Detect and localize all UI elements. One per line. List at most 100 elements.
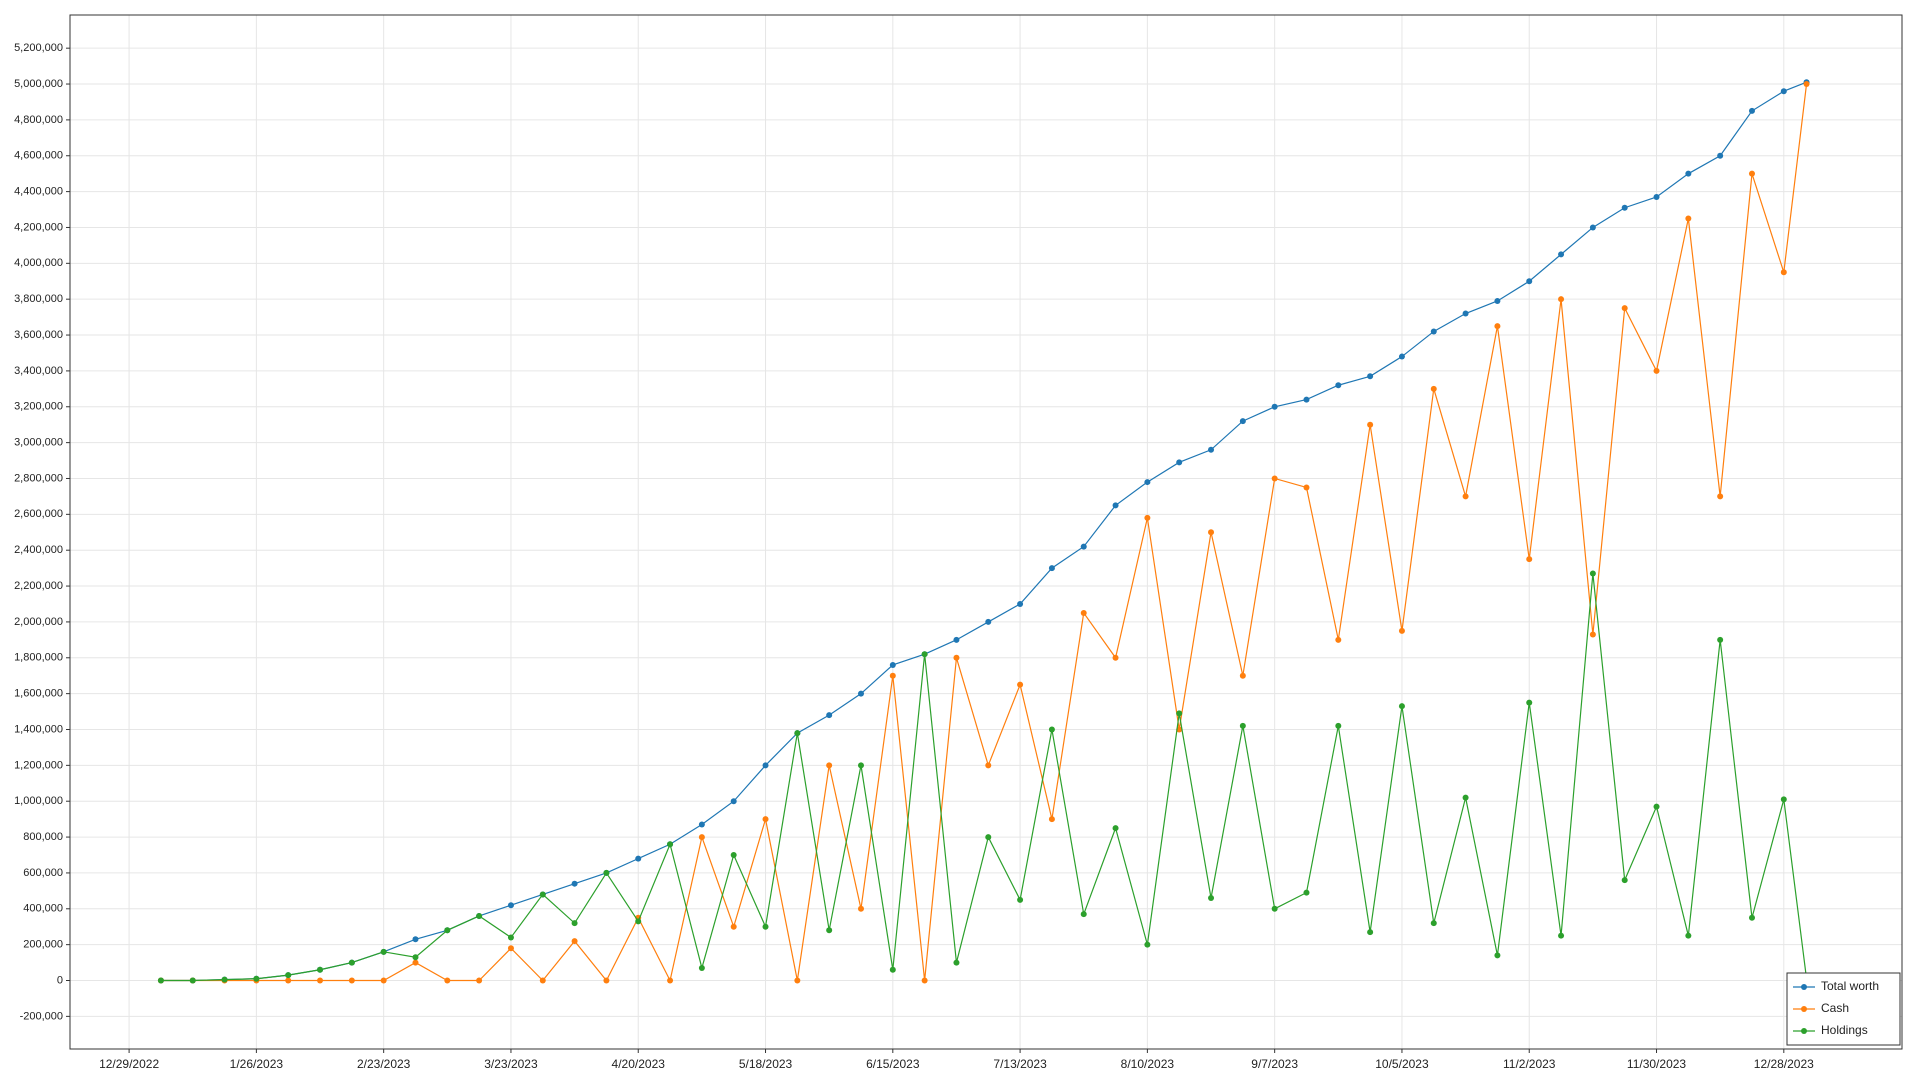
point — [1589, 570, 1596, 577]
point — [857, 905, 864, 912]
point — [794, 730, 801, 737]
point — [762, 762, 769, 769]
point — [1080, 609, 1087, 616]
point — [412, 936, 419, 943]
point — [1112, 502, 1119, 509]
point — [1780, 796, 1787, 803]
point — [189, 977, 196, 984]
point — [1717, 152, 1724, 159]
y-tick-label: 5,000,000 — [14, 78, 63, 90]
y-tick-label: 1,400,000 — [14, 723, 63, 735]
point — [1717, 493, 1724, 500]
point — [507, 945, 514, 952]
point — [889, 661, 896, 668]
y-tick-label: 4,000,000 — [14, 257, 63, 269]
point — [348, 977, 355, 984]
point — [698, 834, 705, 841]
point — [571, 920, 578, 927]
point — [1017, 896, 1024, 903]
point — [317, 977, 324, 984]
point — [857, 690, 864, 697]
point — [826, 762, 833, 769]
x-tick-label: 11/30/2023 — [1627, 1057, 1686, 1071]
point — [1462, 493, 1469, 500]
point — [1239, 418, 1246, 425]
point — [889, 966, 896, 973]
point — [1621, 204, 1628, 211]
point — [730, 798, 737, 805]
y-tick-label: 200,000 — [23, 939, 63, 951]
point — [1526, 556, 1533, 563]
point — [1080, 543, 1087, 550]
point — [221, 976, 228, 983]
point — [1303, 484, 1310, 491]
point — [826, 712, 833, 719]
point — [1462, 310, 1469, 317]
point — [1080, 911, 1087, 918]
point — [1748, 170, 1755, 177]
point — [1558, 296, 1565, 303]
point — [348, 959, 355, 966]
point — [953, 959, 960, 966]
x-tick-label: 11/2/2023 — [1503, 1057, 1556, 1071]
y-tick-label: 1,800,000 — [14, 652, 63, 664]
point — [1653, 193, 1660, 200]
point — [1653, 367, 1660, 374]
point — [1621, 877, 1628, 884]
point — [571, 938, 578, 945]
point — [157, 977, 164, 984]
y-tick-label: 600,000 — [23, 867, 63, 879]
y-tick-label: 1,200,000 — [14, 759, 63, 771]
point — [1017, 681, 1024, 688]
point — [571, 880, 578, 887]
y-tick-label: 3,000,000 — [14, 437, 63, 449]
point — [762, 816, 769, 823]
point — [476, 912, 483, 919]
point — [507, 934, 514, 941]
y-tick-label: 3,800,000 — [14, 293, 63, 305]
point — [1748, 107, 1755, 114]
point — [1462, 794, 1469, 801]
y-tick-label: 400,000 — [23, 903, 63, 915]
point — [1367, 373, 1374, 380]
x-tick-label: 9/7/2023 — [1251, 1057, 1298, 1071]
legend-marker — [1801, 984, 1807, 990]
point — [762, 923, 769, 930]
point — [730, 923, 737, 930]
x-tick-label: 3/23/2023 — [484, 1057, 538, 1071]
point — [1017, 600, 1024, 607]
legend-label: Total worth — [1821, 979, 1879, 993]
point — [1112, 654, 1119, 661]
point — [1685, 932, 1692, 939]
point — [1685, 215, 1692, 222]
point — [1335, 636, 1342, 643]
x-tick-label: 4/20/2023 — [612, 1057, 666, 1071]
point — [380, 948, 387, 955]
x-tick-label: 10/5/2023 — [1375, 1057, 1429, 1071]
point — [1048, 816, 1055, 823]
point — [412, 959, 419, 966]
point — [1558, 932, 1565, 939]
point — [1208, 895, 1215, 902]
point — [1398, 703, 1405, 710]
point — [285, 972, 292, 979]
point — [635, 918, 642, 925]
point — [667, 841, 674, 848]
point — [1208, 446, 1215, 453]
legend-marker — [1801, 1006, 1807, 1012]
point — [444, 927, 451, 934]
y-tick-label: 4,800,000 — [14, 114, 63, 126]
y-tick-label: 3,200,000 — [14, 401, 63, 413]
point — [1271, 905, 1278, 912]
point — [444, 977, 451, 984]
legend-label: Holdings — [1821, 1023, 1868, 1037]
point — [1653, 803, 1660, 810]
point — [1589, 224, 1596, 231]
y-tick-label: 2,200,000 — [14, 580, 63, 592]
point — [1558, 251, 1565, 258]
point — [1144, 941, 1151, 948]
point — [1430, 328, 1437, 335]
point — [1048, 726, 1055, 733]
